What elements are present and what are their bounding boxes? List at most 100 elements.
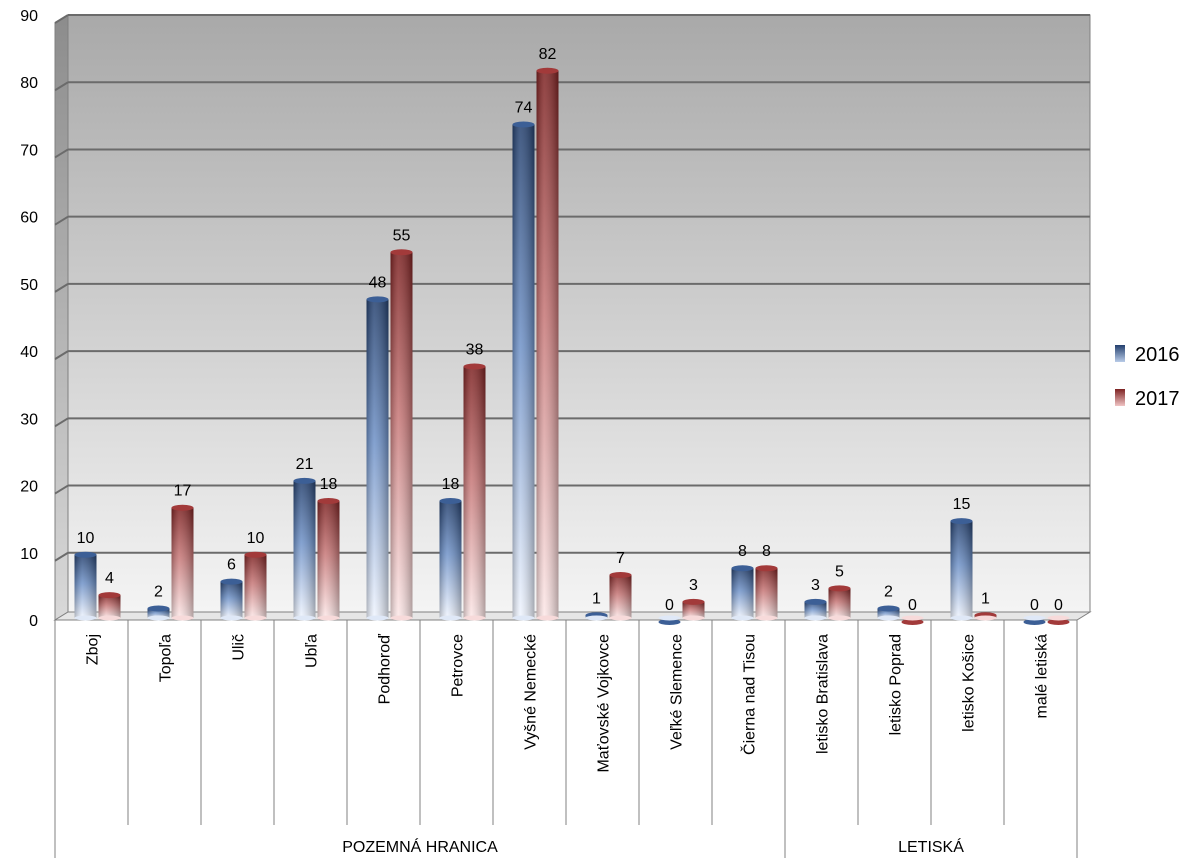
bar-2017 bbox=[463, 363, 486, 621]
category-label: Podhoroď bbox=[377, 634, 394, 704]
bar-2017 bbox=[98, 592, 121, 621]
bar-2016 bbox=[950, 518, 973, 621]
category-label: malé letiská bbox=[1034, 634, 1051, 719]
gridline-slant bbox=[54, 14, 69, 24]
legend: 2016 2017 bbox=[1115, 344, 1180, 410]
bar-2016 bbox=[1023, 615, 1046, 625]
bar-2016 bbox=[293, 477, 316, 621]
data-label: 82 bbox=[539, 46, 557, 63]
data-label: 3 bbox=[811, 577, 820, 594]
y-tick-label: 10 bbox=[20, 546, 38, 563]
gridline-slant bbox=[54, 148, 69, 159]
left-wall bbox=[54, 14, 69, 621]
gridline-slant bbox=[54, 417, 69, 428]
group-label: LETISKÁ bbox=[898, 837, 964, 856]
category-label: Ubľa bbox=[304, 634, 321, 668]
data-label: 1 bbox=[981, 590, 990, 607]
category-label: letisko Poprad bbox=[888, 634, 905, 735]
gridline-slant bbox=[54, 551, 69, 562]
data-label: 7 bbox=[616, 550, 625, 567]
data-label: 17 bbox=[174, 483, 192, 500]
gridline-slant bbox=[54, 283, 69, 293]
y-tick-label: 80 bbox=[20, 75, 38, 92]
data-label: 5 bbox=[835, 563, 844, 580]
bar-2017 bbox=[609, 571, 632, 621]
data-label: 10 bbox=[247, 530, 265, 547]
gridline-slant bbox=[54, 81, 69, 92]
bar-2016 bbox=[585, 612, 608, 621]
data-label: 1 bbox=[592, 590, 601, 607]
data-label: 2 bbox=[884, 584, 893, 601]
data-label: 3 bbox=[689, 577, 698, 594]
y-tick-label: 20 bbox=[20, 479, 38, 496]
data-label: 38 bbox=[466, 342, 484, 359]
plot-area bbox=[53, 14, 1092, 621]
y-tick-label: 60 bbox=[20, 210, 38, 227]
data-label: 10 bbox=[77, 530, 95, 547]
bar-2016 bbox=[74, 551, 97, 621]
legend-item-2017: 2017 bbox=[1115, 388, 1180, 410]
gridline-slant bbox=[54, 215, 69, 226]
category-label: Zboj bbox=[85, 634, 102, 665]
x-axis: POZEMNÁ HRANICA LETISKÁ Zboj Topoľa Ulič Ubľa… bbox=[54, 620, 1078, 858]
data-label: 2 bbox=[154, 584, 163, 601]
legend-swatch bbox=[1115, 389, 1125, 406]
y-tick-label: 0 bbox=[29, 613, 38, 630]
data-label: 8 bbox=[738, 543, 747, 560]
bar-2017 bbox=[317, 498, 340, 621]
data-label: 18 bbox=[442, 476, 460, 493]
bar-2016 bbox=[877, 605, 900, 621]
group-label: POZEMNÁ HRANICA bbox=[342, 837, 498, 856]
data-label: 0 bbox=[665, 597, 674, 614]
bar-2016 bbox=[512, 121, 535, 621]
bar-2017 bbox=[682, 598, 705, 621]
category-label: Veľké Slemence bbox=[669, 634, 686, 750]
bar-2016 bbox=[731, 565, 754, 621]
bar-2016 bbox=[220, 578, 243, 621]
bar-2017 bbox=[974, 612, 997, 621]
gridline-slant bbox=[54, 350, 69, 360]
y-axis: 0 10 20 30 40 50 60 70 80 90 bbox=[20, 8, 38, 630]
category-label: Vyšné Nemecké bbox=[523, 634, 540, 750]
legend-label: 2017 bbox=[1135, 388, 1180, 410]
bar-2017 bbox=[536, 67, 559, 621]
bar-2017 bbox=[755, 565, 778, 621]
back-wall bbox=[67, 14, 1091, 613]
data-label: 15 bbox=[953, 496, 971, 513]
data-label: 48 bbox=[369, 274, 387, 291]
data-label: 18 bbox=[320, 476, 338, 493]
y-tick-label: 70 bbox=[20, 142, 38, 159]
category-label: Petrovce bbox=[450, 634, 467, 697]
bar-2016 bbox=[658, 615, 681, 625]
y-tick-label: 90 bbox=[20, 8, 38, 25]
data-label: 74 bbox=[515, 100, 533, 117]
y-tick-label: 30 bbox=[20, 411, 38, 428]
data-label: 8 bbox=[762, 543, 771, 560]
bar-2016 bbox=[439, 498, 462, 621]
data-label: 0 bbox=[1030, 597, 1039, 614]
y-tick-label: 50 bbox=[20, 277, 38, 294]
legend-swatch bbox=[1115, 345, 1125, 362]
bar-2017 bbox=[244, 551, 267, 621]
data-label: 0 bbox=[1054, 597, 1063, 614]
data-label: 0 bbox=[908, 597, 917, 614]
legend-item-2016: 2016 bbox=[1115, 344, 1180, 366]
bar-2017 bbox=[901, 615, 924, 625]
floor bbox=[53, 611, 1092, 621]
bars bbox=[74, 67, 1070, 625]
category-label: Ulič bbox=[231, 634, 248, 661]
bar-2017 bbox=[828, 585, 851, 621]
bar-2017 bbox=[171, 504, 194, 621]
category-label: Maťovské Vojkovce bbox=[596, 634, 613, 773]
legend-label: 2016 bbox=[1135, 344, 1180, 366]
category-label: letisko Košice bbox=[961, 634, 978, 732]
category-label: Topoľa bbox=[158, 634, 175, 682]
bar-2016 bbox=[366, 296, 389, 621]
data-label: 21 bbox=[296, 456, 314, 473]
category-label: Čierna nad Tisou bbox=[740, 634, 759, 755]
bar-2017 bbox=[1047, 615, 1070, 625]
gridlines bbox=[54, 14, 1090, 562]
bar-2016 bbox=[147, 605, 170, 621]
